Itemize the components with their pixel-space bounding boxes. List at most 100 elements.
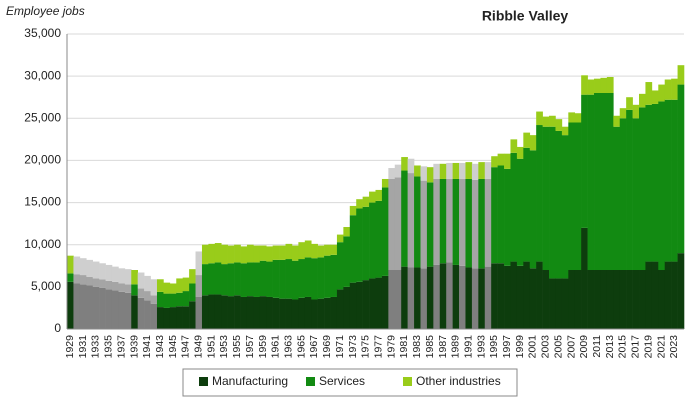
bar-segment xyxy=(369,278,376,329)
bar-segment xyxy=(111,290,119,329)
bar-segment xyxy=(298,242,306,260)
x-tick-label: 2017 xyxy=(630,335,642,359)
bar-segment xyxy=(645,82,653,105)
bar-segment xyxy=(79,284,87,329)
bar-segment xyxy=(407,267,415,329)
bar-segment xyxy=(465,178,473,268)
bar-segment xyxy=(144,275,151,292)
bar-segment xyxy=(105,280,113,290)
bar-segment xyxy=(375,200,383,278)
bar-segment xyxy=(478,268,486,329)
bar-segment xyxy=(131,270,138,285)
bar-segment xyxy=(414,176,421,268)
bar-segment xyxy=(285,243,293,260)
x-tick-label: 1991 xyxy=(462,335,474,359)
y-tick-label: 15,000 xyxy=(24,195,61,209)
bar-segment xyxy=(645,261,653,329)
bar-segment xyxy=(497,153,505,166)
bar-segment xyxy=(433,264,441,329)
bar-segment xyxy=(298,297,306,329)
bar-segment xyxy=(92,286,100,329)
bar-segment xyxy=(426,266,434,329)
bar-segment xyxy=(176,306,183,329)
bar-segment xyxy=(568,112,576,123)
bar-segment xyxy=(253,262,261,297)
bar-segment xyxy=(150,303,158,329)
bar-segment xyxy=(594,270,601,329)
bar-segment xyxy=(266,261,273,297)
x-tick-label: 1947 xyxy=(180,335,192,359)
bar-segment xyxy=(92,278,100,287)
bar-segment xyxy=(536,111,543,126)
bar-segment xyxy=(246,262,254,297)
legend-swatch xyxy=(306,377,315,386)
bar-segment xyxy=(420,166,428,181)
bar-segment xyxy=(677,84,685,254)
legend-box xyxy=(182,368,518,397)
bar-segment xyxy=(671,99,678,262)
bar-segment xyxy=(523,261,531,329)
bar-segment xyxy=(414,267,421,329)
bar-segment xyxy=(86,285,94,329)
bar-segment xyxy=(459,265,466,329)
bar-segment xyxy=(118,291,126,329)
bar-segment xyxy=(330,244,338,255)
bar-segment xyxy=(169,307,177,329)
bar-segment xyxy=(304,240,312,258)
bar-segment xyxy=(626,97,633,110)
bar-segment xyxy=(542,126,550,270)
bar-segment xyxy=(594,78,601,93)
bar-segment xyxy=(497,165,505,264)
bar-segment xyxy=(401,170,408,267)
x-tick-label: 2009 xyxy=(578,335,590,359)
bar-segment xyxy=(587,270,595,329)
bar-segment xyxy=(156,307,164,329)
x-tick-label: 1937 xyxy=(115,335,127,359)
bar-segment xyxy=(131,284,138,296)
bar-segment xyxy=(156,291,164,308)
bar-segment xyxy=(561,135,569,279)
bar-segment xyxy=(311,258,318,300)
bar-segment xyxy=(407,158,415,174)
bar-segment xyxy=(118,283,126,292)
bar-segment xyxy=(619,270,627,329)
x-tick-label: 1945 xyxy=(167,335,179,359)
bar-segment xyxy=(356,208,363,282)
bar-segment xyxy=(658,84,666,102)
bar-segment xyxy=(214,243,222,263)
bar-segment xyxy=(671,78,678,100)
bar-segment xyxy=(452,162,460,179)
bar-segment xyxy=(497,263,505,329)
bar-segment xyxy=(381,187,389,276)
bar-segment xyxy=(671,261,678,329)
bar-segment xyxy=(195,251,203,276)
bar-segment xyxy=(516,265,524,329)
bar-segment xyxy=(343,227,351,237)
bar-segment xyxy=(169,283,177,294)
bar-segment xyxy=(253,245,261,263)
bar-segment xyxy=(240,246,248,264)
bar-segment xyxy=(658,101,666,270)
bar-segment xyxy=(169,293,177,308)
bar-segment xyxy=(471,179,479,269)
bar-segment xyxy=(285,298,293,329)
bar-segment xyxy=(67,255,74,274)
bar-segment xyxy=(420,180,428,269)
bar-segment xyxy=(259,245,267,261)
bar-segment xyxy=(279,259,286,299)
x-tick-label: 1965 xyxy=(295,335,307,359)
bar-segment xyxy=(529,268,537,329)
bar-segment xyxy=(150,295,158,304)
bar-segment xyxy=(67,273,74,282)
bar-segment xyxy=(606,93,614,270)
bar-segment xyxy=(568,122,576,270)
bar-segment xyxy=(330,296,338,329)
bar-segment xyxy=(452,264,460,329)
bar-segment xyxy=(324,297,331,329)
bar-segment xyxy=(266,296,273,329)
x-tick-label: 1971 xyxy=(334,335,346,359)
bar-segment xyxy=(549,278,556,329)
bar-segment xyxy=(478,178,486,269)
bar-segment xyxy=(471,163,479,180)
bar-segment xyxy=(163,282,171,294)
